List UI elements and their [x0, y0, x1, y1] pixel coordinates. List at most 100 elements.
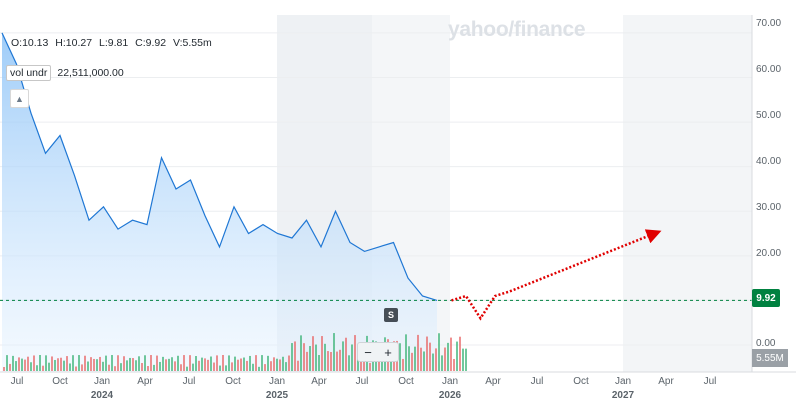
x-tick: Jan: [93, 376, 111, 387]
volume-bar: [153, 364, 155, 371]
shade-band: [623, 15, 752, 372]
volume-bar: [69, 363, 71, 371]
collapse-icon[interactable]: ▲: [10, 89, 29, 108]
year-label: 2026: [438, 390, 462, 401]
indicator-value: 22,511,000.00: [57, 67, 124, 79]
volume-bar: [120, 363, 122, 371]
projection-arrow: [451, 229, 662, 321]
volume-bar: [201, 357, 203, 371]
volume-bar: [192, 363, 194, 371]
x-tick: Oct: [225, 376, 241, 387]
volume-bar: [228, 355, 230, 371]
volume-bar: [345, 337, 347, 371]
indicator-label[interactable]: vol undr: [6, 65, 52, 81]
volume-bar: [291, 343, 293, 371]
volume-bar: [216, 355, 218, 371]
volume-bar: [234, 356, 236, 371]
volume-bar: [168, 358, 170, 371]
volume-bar: [237, 359, 239, 371]
y-tick: 70.00: [756, 18, 782, 29]
volume-bar: [402, 358, 404, 371]
volume-bar: [330, 352, 332, 371]
volume-bar: [150, 355, 152, 371]
volume-bar: [21, 358, 23, 371]
volume-bar: [333, 333, 335, 371]
volume-bar: [288, 355, 290, 371]
x-tick: Jul: [703, 376, 717, 387]
volume-bar: [210, 356, 212, 371]
zoom-control: − +: [357, 342, 399, 362]
volume-bar: [405, 334, 407, 371]
volume-bar: [435, 348, 437, 371]
volume-bar: [297, 360, 299, 371]
x-tick: Jul: [182, 376, 196, 387]
volume-bar: [336, 351, 338, 371]
volume-bar: [300, 335, 302, 371]
volume-bar: [174, 361, 176, 371]
volume-bar: [186, 366, 188, 371]
volume-bar: [342, 341, 344, 371]
volume-bar: [30, 362, 32, 371]
volume-bar: [129, 357, 131, 371]
volume-bar: [117, 355, 119, 371]
low-value: L:9.81: [99, 37, 129, 49]
volume-bar: [267, 355, 269, 371]
y-tick: 0.00: [756, 338, 776, 349]
volume-bar: [450, 337, 452, 371]
zoom-in-button[interactable]: +: [384, 344, 392, 360]
volume-bar: [399, 343, 401, 371]
volume-bar: [132, 358, 134, 371]
volume-bar: [351, 344, 353, 371]
volume-bar: [249, 355, 251, 371]
volume-bar: [321, 336, 323, 371]
volume-bar: [81, 364, 83, 371]
high-value: H:10.27: [55, 37, 93, 49]
x-tick: Jan: [268, 376, 286, 387]
volume-bar: [264, 364, 266, 371]
volume-bar: [318, 355, 320, 371]
volume-bar: [156, 355, 158, 371]
x-tick: Apr: [311, 376, 327, 387]
volume-bar: [90, 357, 92, 371]
price-line: [1, 32, 438, 301]
volume-bar: [84, 355, 86, 371]
volume-bar: [426, 336, 428, 371]
volume-bar: [354, 335, 356, 371]
volume-bar: [285, 362, 287, 371]
volume-bar: [180, 364, 182, 371]
volume-bar: [465, 348, 467, 371]
volume-bar: [240, 358, 242, 371]
volume-bar: [447, 342, 449, 371]
volume-bar: [369, 362, 371, 371]
volume-bar: [87, 361, 89, 371]
split-marker[interactable]: S: [384, 308, 398, 322]
volume-bar: [189, 355, 191, 371]
volume-bar: [141, 363, 143, 371]
y-tick: 20.00: [756, 248, 782, 259]
volume-bar: [219, 365, 221, 371]
volume-bar: [135, 360, 137, 371]
volume-bar: [306, 351, 308, 371]
volume-bar: [324, 343, 326, 371]
price-area: [2, 32, 437, 373]
volume-bar: [456, 341, 458, 371]
volume-bar: [279, 359, 281, 371]
x-tick: Oct: [52, 376, 68, 387]
volume-bar: [270, 361, 272, 371]
volume-bar: [222, 355, 224, 371]
volume-bar: [411, 352, 413, 371]
x-tick: Apr: [137, 376, 153, 387]
volume-bar: [408, 346, 410, 371]
volume-bar: [462, 348, 464, 371]
volume-bar: [444, 347, 446, 371]
volume-bar: [42, 365, 44, 371]
x-tick: Jan: [614, 376, 632, 387]
zoom-out-button[interactable]: −: [364, 344, 372, 360]
volume-bar: [390, 357, 392, 371]
volume-bar: [171, 357, 173, 371]
y-tick: 60.00: [756, 64, 782, 75]
volume-bar: [66, 356, 68, 371]
volume-bar: [261, 355, 263, 371]
